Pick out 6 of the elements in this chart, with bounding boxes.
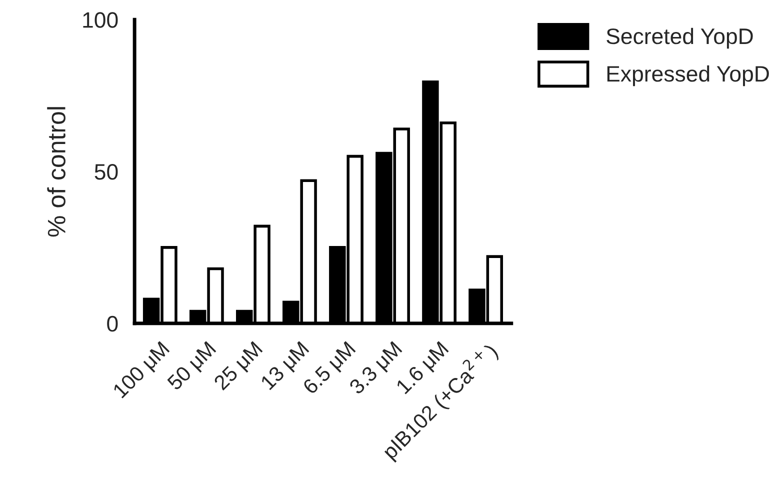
- legend-label: Expressed YopD: [607, 65, 769, 86]
- y-axis-title: % of control: [47, 107, 66, 237]
- y-tick-label: 0: [107, 316, 118, 332]
- legend-label: Secreted YopD: [606, 28, 753, 49]
- y-tick-label: 100: [83, 12, 118, 28]
- y-tick-label: 50: [94, 164, 118, 180]
